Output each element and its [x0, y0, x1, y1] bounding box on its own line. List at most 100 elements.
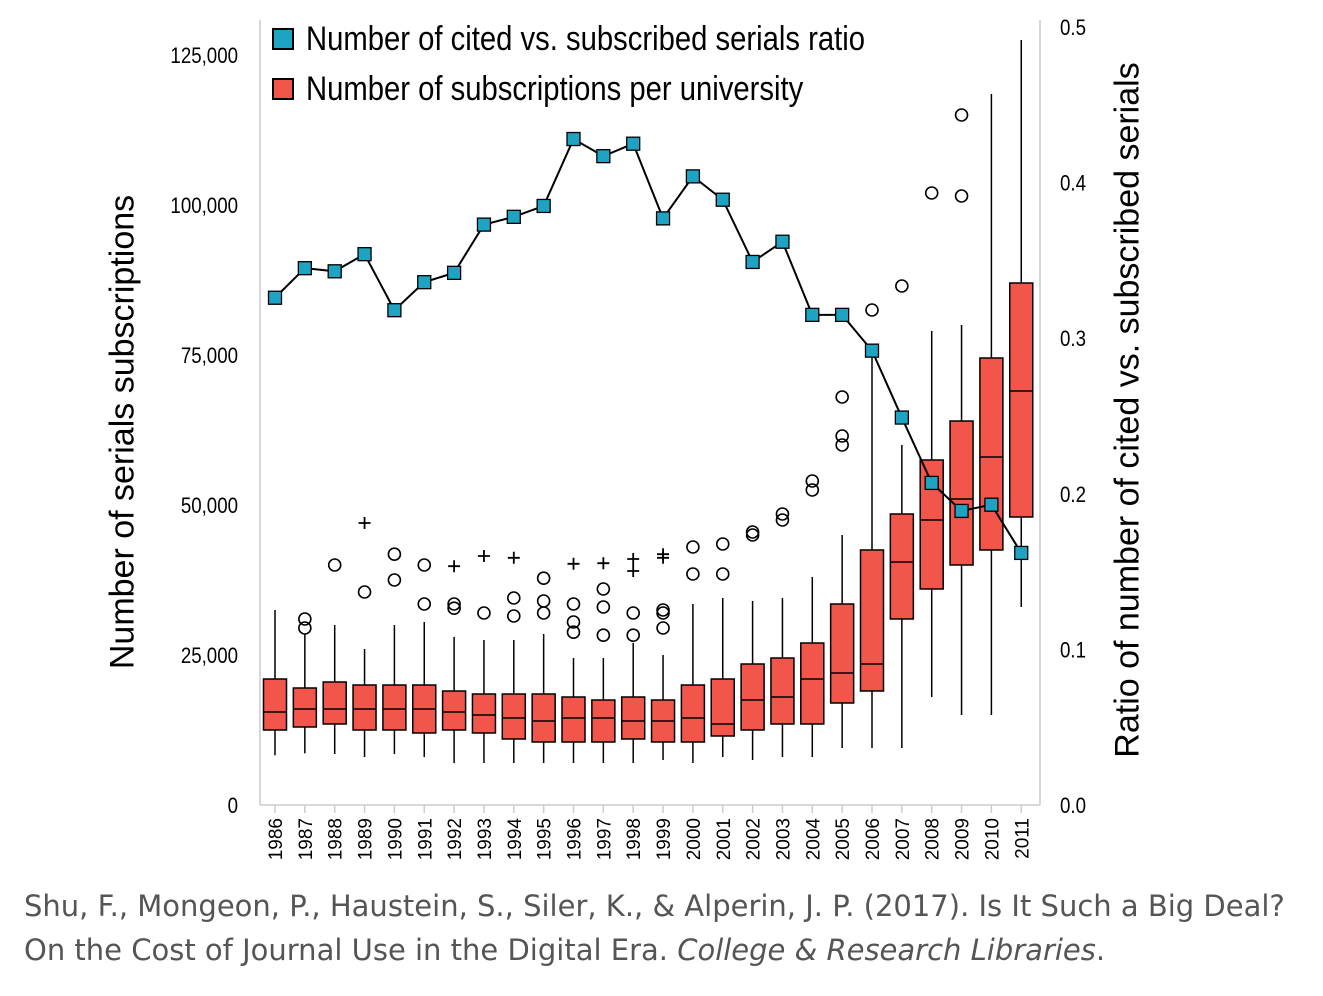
- x-tick-label: 1999: [654, 818, 675, 860]
- ratio-marker: [327, 264, 342, 279]
- box-outlier-circle: [536, 606, 551, 620]
- box-outlier-circle: [924, 186, 939, 200]
- box: [949, 420, 974, 566]
- box: [710, 678, 735, 737]
- ratio-marker: [446, 265, 462, 280]
- y-right-tick-label: 0.3: [1060, 328, 1086, 352]
- ratio-marker: [566, 131, 581, 147]
- x-tick-label: 2001: [714, 818, 735, 860]
- ratio-marker: [417, 275, 432, 290]
- box-outlier-circle: [686, 567, 700, 581]
- box: [561, 696, 586, 743]
- box-outlier-circle: [506, 609, 521, 623]
- x-tick-label: 2004: [803, 818, 824, 861]
- x-tick-label: 1991: [415, 818, 436, 860]
- y-right-tick-label: 0.0: [1060, 795, 1086, 819]
- ratio-marker: [267, 290, 283, 305]
- ratio-marker: [655, 211, 671, 226]
- box-outlier-circle: [775, 513, 790, 527]
- ratio-marker: [805, 307, 820, 323]
- y-axis-left-label: Number of serials subscriptions: [103, 194, 142, 670]
- box-outlier-plus: [657, 548, 670, 561]
- box-outlier-circle: [506, 591, 521, 605]
- box-outlier-circle: [805, 474, 820, 488]
- citation: Shu, F., Mongeon, P., Haustein, S., Sile…: [24, 884, 1314, 972]
- box-outlier-circle: [626, 606, 641, 620]
- box: [262, 678, 288, 731]
- x-tick-label: 1988: [326, 818, 347, 860]
- box-outlier-circle: [656, 606, 670, 620]
- box-outlier-plus: [567, 557, 580, 570]
- legend-label-subscriptions: Number of subscriptions per university: [306, 69, 804, 108]
- box-outlier-circle: [566, 615, 581, 629]
- box: [591, 699, 616, 743]
- x-tick-label: 2000: [684, 818, 705, 860]
- box-outlier-circle: [298, 612, 312, 626]
- x-tick-label: 2009: [953, 818, 974, 860]
- chart: 0 25,000 50,000 75,000 100,000 125,000 0.0 0.1 0…: [170, 17, 1086, 861]
- box-outlier-circle: [835, 390, 849, 404]
- box-outlier-circle: [745, 525, 760, 539]
- y-right-tick-label: 0.1: [1060, 639, 1086, 663]
- box: [352, 684, 377, 731]
- x-tick-label: 2011: [1012, 818, 1033, 859]
- legend: Number of cited vs. subscribed serials r…: [272, 14, 956, 114]
- box-outlier-circle: [298, 621, 312, 635]
- box-outlier-circle: [745, 528, 760, 542]
- box-outlier-circle: [715, 567, 730, 581]
- y-right-tick-label: 0.5: [1060, 17, 1086, 41]
- box-outlier-circle: [327, 558, 342, 572]
- x-tick-label: 1990: [385, 818, 406, 860]
- ratio-marker: [685, 169, 701, 184]
- ratio-marker: [835, 307, 850, 323]
- box-outlier-circle: [357, 585, 372, 599]
- box-outlier-circle: [447, 597, 461, 611]
- box-outlier-circle: [566, 625, 581, 640]
- y-axis-right-label: Ratio of number of cited vs. subscribed …: [1108, 62, 1147, 758]
- x-tick-label: 2003: [773, 818, 794, 860]
- x-tick-label: 2007: [893, 818, 914, 860]
- ratio-marker: [745, 254, 760, 270]
- ratio-marker: [387, 303, 402, 318]
- box-outlier-circle: [417, 597, 432, 611]
- box: [770, 657, 795, 725]
- box-outlier-circle: [387, 547, 402, 562]
- y-right-tick-label: 0.2: [1060, 483, 1086, 507]
- ratio-marker: [924, 475, 939, 491]
- box: [1009, 282, 1034, 518]
- ratio-marker: [1014, 545, 1029, 561]
- box-outlier-circle: [895, 279, 909, 293]
- box-outlier-circle: [626, 628, 641, 643]
- citation-text: Shu, F., Mongeon, P., Haustein, S., Sile…: [24, 889, 1285, 967]
- box-outlier-circle: [686, 540, 700, 554]
- ratio-marker: [536, 198, 551, 214]
- ratio-marker: [984, 497, 999, 512]
- ratio-marker: [297, 261, 313, 276]
- ratio-marker: [626, 136, 641, 151]
- x-tick-label: 1986: [266, 818, 287, 860]
- x-tick-label: 1997: [594, 818, 615, 860]
- legend-item-subscriptions: Number of subscriptions per university: [272, 64, 956, 114]
- box-outlier-circle: [775, 507, 790, 521]
- box: [322, 681, 347, 725]
- legend-label-ratio: Number of cited vs. subscribed serials r…: [306, 19, 866, 58]
- x-tick-label: 1989: [356, 818, 377, 860]
- box-outlier-plus: [358, 517, 371, 529]
- y-left-tick-label: 100,000: [170, 195, 238, 219]
- box-outlier-plus: [627, 565, 640, 577]
- ratio-line: [274, 137, 1023, 554]
- ratio-marker: [715, 192, 730, 207]
- box: [859, 549, 885, 692]
- box-outlier-plus: [627, 553, 640, 565]
- box: [829, 603, 855, 704]
- y-left-tick-label: 25,000: [181, 645, 238, 669]
- x-tick-label: 2006: [863, 818, 884, 860]
- box-outlier-circle: [715, 537, 730, 551]
- box-outlier-circle: [596, 582, 611, 596]
- box-outlier-circle: [566, 597, 581, 611]
- axes: 0 25,000 50,000 75,000 100,000 125,000 0.0 0.1 0…: [170, 17, 1086, 861]
- x-tick-label: 1992: [445, 818, 466, 860]
- box-outlier-circle: [387, 573, 402, 587]
- box-outlier-circle: [417, 558, 432, 572]
- x-tick-label: 2008: [923, 818, 944, 860]
